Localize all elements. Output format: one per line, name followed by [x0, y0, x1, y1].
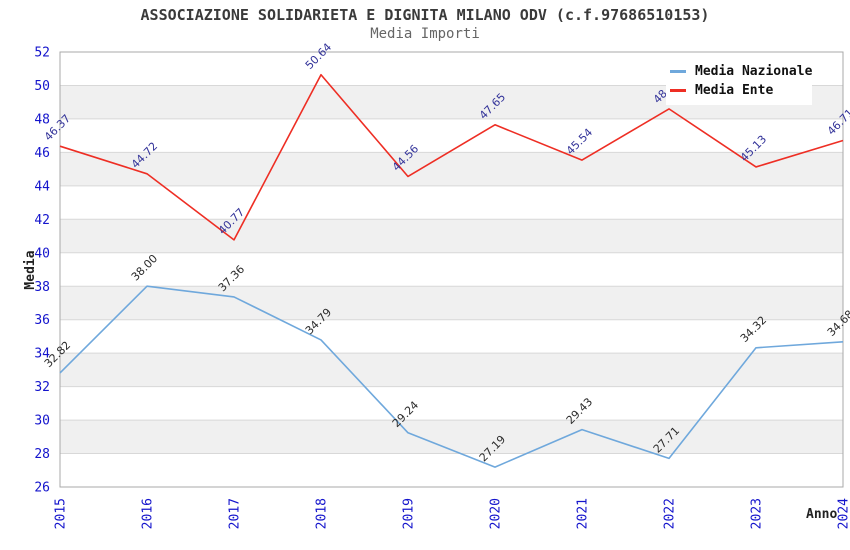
- x-axis-title: Anno: [806, 507, 838, 522]
- x-tick-label: 2024: [837, 498, 850, 529]
- y-tick-label: 42: [34, 213, 50, 228]
- y-tick-label: 34: [34, 347, 50, 362]
- x-tick-label: 2016: [141, 498, 156, 529]
- grid-bands: [60, 85, 843, 454]
- y-tick-label: 30: [34, 414, 50, 429]
- x-tick-label: 2021: [576, 498, 591, 529]
- y-tick-label: 46: [34, 146, 50, 161]
- legend-item-media-nazionale: Media Nazionale: [666, 64, 812, 79]
- value-label: 50.64: [303, 41, 334, 72]
- x-tick-label: 2020: [489, 498, 504, 529]
- x-axis-tick-labels: 2015 2016 2017 2018 2019 2020 2021 2022 2023 2024: [54, 498, 850, 529]
- y-axis-title: Media: [23, 250, 38, 290]
- x-tick-label: 2015: [54, 498, 69, 529]
- legend-item-media-ente: Media Ente: [666, 83, 812, 98]
- x-tick-label: 2018: [315, 498, 330, 529]
- y-tick-label: 36: [34, 313, 50, 328]
- y-tick-label: 32: [34, 380, 50, 395]
- chart-subtitle: Media Importi: [370, 26, 480, 42]
- y-tick-label: 26: [34, 481, 50, 496]
- series-line-media-ente: [59, 73, 844, 241]
- x-tick-label: 2023: [750, 498, 765, 529]
- x-tick-label: 2019: [402, 498, 417, 529]
- y-tick-label: 44: [34, 179, 50, 194]
- y-tick-label: 52: [34, 46, 50, 61]
- y-axis-tick-labels: 26 28 30 32 34 36 38 40 42 44 46 48 50 52: [34, 46, 50, 496]
- media-ente-line-swatch-icon: [670, 89, 686, 92]
- legend-label: Media Nazionale: [695, 64, 813, 79]
- grid-lines: [60, 84, 843, 455]
- legend-label: Media Ente: [695, 83, 774, 98]
- plot-frame: [59, 51, 844, 488]
- x-tick-label: 2017: [228, 498, 243, 529]
- legend: Media Nazionale Media Ente: [666, 57, 812, 105]
- chart-title: ASSOCIAZIONE SOLIDARIETA E DIGNITA MILAN…: [140, 6, 710, 24]
- value-label: 38.00: [129, 252, 160, 283]
- y-tick-label: 28: [34, 447, 50, 462]
- y-tick-label: 38: [34, 280, 50, 295]
- x-tick-label: 2022: [663, 498, 678, 529]
- series-line-media-nazionale: [59, 285, 844, 468]
- y-tick-label: 50: [34, 79, 50, 94]
- y-tick-label: 40: [34, 246, 50, 261]
- media-nazionale-line-swatch-icon: [670, 70, 686, 73]
- y-tick-label: 48: [34, 112, 50, 127]
